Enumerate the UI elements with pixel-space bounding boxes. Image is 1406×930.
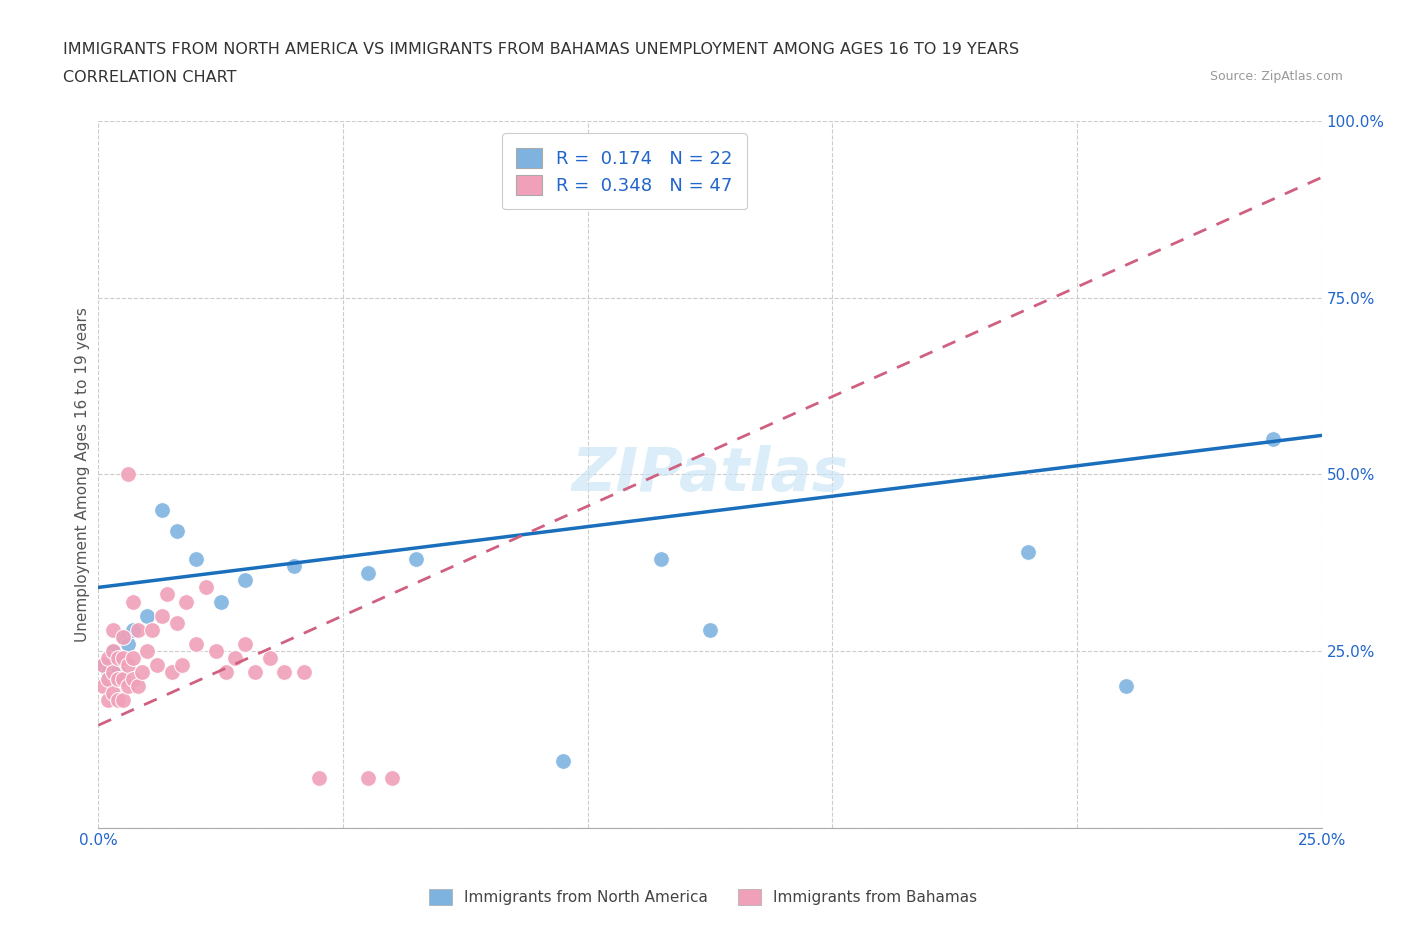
- Point: [111, 651, 134, 666]
- Point: [1261, 432, 1284, 446]
- Point: [650, 551, 672, 566]
- Point: [127, 679, 149, 694]
- Point: [136, 644, 159, 658]
- Point: [97, 665, 120, 680]
- Point: [405, 551, 427, 566]
- Point: [101, 644, 124, 658]
- Point: [166, 524, 188, 538]
- Point: [160, 665, 183, 680]
- Point: [259, 651, 281, 666]
- Point: [121, 671, 143, 686]
- Text: Source: ZipAtlas.com: Source: ZipAtlas.com: [1209, 70, 1343, 83]
- Point: [356, 771, 378, 786]
- Point: [91, 658, 114, 672]
- Legend: Immigrants from North America, Immigrants from Bahamas: Immigrants from North America, Immigrant…: [420, 882, 986, 913]
- Point: [166, 616, 188, 631]
- Text: CORRELATION CHART: CORRELATION CHART: [63, 70, 236, 85]
- Point: [156, 587, 179, 602]
- Point: [111, 671, 134, 686]
- Point: [243, 665, 266, 680]
- Point: [107, 693, 129, 708]
- Point: [141, 622, 163, 637]
- Legend: R =  0.174   N = 22, R =  0.348   N = 47: R = 0.174 N = 22, R = 0.348 N = 47: [502, 134, 747, 209]
- Text: ZIPatlas: ZIPatlas: [571, 445, 849, 504]
- Point: [107, 651, 129, 666]
- Point: [121, 651, 143, 666]
- Point: [101, 665, 124, 680]
- Text: IMMIGRANTS FROM NORTH AMERICA VS IMMIGRANTS FROM BAHAMAS UNEMPLOYMENT AMONG AGES: IMMIGRANTS FROM NORTH AMERICA VS IMMIGRA…: [63, 42, 1019, 57]
- Point: [186, 636, 208, 651]
- Point: [111, 630, 134, 644]
- Point: [195, 580, 218, 595]
- Point: [214, 665, 236, 680]
- Point: [97, 651, 120, 666]
- Point: [136, 608, 159, 623]
- Point: [91, 679, 114, 694]
- Point: [117, 658, 139, 672]
- Point: [283, 559, 305, 574]
- Point: [97, 671, 120, 686]
- Point: [127, 622, 149, 637]
- Point: [224, 651, 246, 666]
- Point: [97, 693, 120, 708]
- Point: [111, 630, 134, 644]
- Point: [131, 665, 153, 680]
- Point: [1115, 679, 1137, 694]
- Point: [205, 644, 228, 658]
- Point: [176, 594, 198, 609]
- Point: [308, 771, 330, 786]
- Point: [91, 658, 114, 672]
- Point: [117, 636, 139, 651]
- Point: [233, 573, 256, 588]
- Point: [233, 636, 256, 651]
- Point: [1017, 545, 1039, 560]
- Point: [107, 671, 129, 686]
- Point: [553, 753, 575, 768]
- Point: [101, 686, 124, 701]
- Point: [150, 608, 173, 623]
- Point: [117, 679, 139, 694]
- Point: [117, 467, 139, 482]
- Point: [170, 658, 193, 672]
- Point: [381, 771, 404, 786]
- Point: [186, 551, 208, 566]
- Point: [699, 622, 721, 637]
- Point: [292, 665, 315, 680]
- Point: [107, 665, 129, 680]
- Point: [101, 644, 124, 658]
- Point: [121, 594, 143, 609]
- Y-axis label: Unemployment Among Ages 16 to 19 years: Unemployment Among Ages 16 to 19 years: [75, 307, 90, 642]
- Point: [356, 565, 378, 580]
- Point: [101, 622, 124, 637]
- Point: [111, 693, 134, 708]
- Point: [150, 502, 173, 517]
- Point: [209, 594, 232, 609]
- Point: [273, 665, 295, 680]
- Point: [146, 658, 169, 672]
- Point: [121, 622, 143, 637]
